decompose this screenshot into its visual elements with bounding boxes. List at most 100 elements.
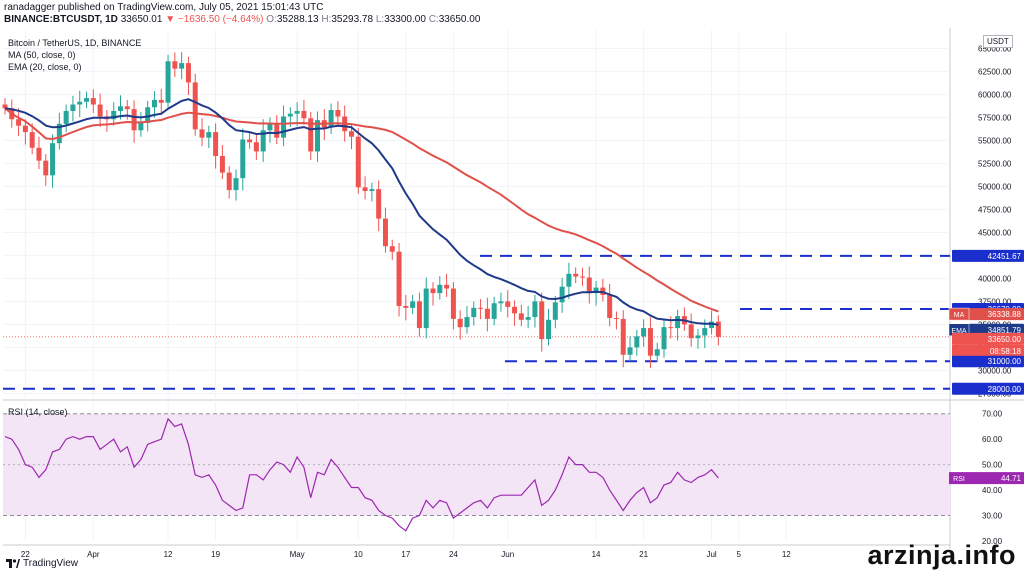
candle-body [634, 336, 640, 348]
tradingview-label: TradingView [23, 558, 79, 569]
price-tick-label: 37500.00 [978, 297, 1012, 306]
x-tick-label: 19 [211, 550, 220, 559]
candle-body [654, 349, 660, 356]
candle-body [70, 104, 76, 111]
symbol-label: BINANCE:BTCUSDT, 1D [4, 14, 118, 25]
candle-body [382, 218, 388, 247]
x-tick-label: 21 [639, 550, 648, 559]
candle-body [416, 301, 422, 329]
ema-tag [952, 323, 1024, 336]
x-tick-label: Apr [87, 550, 100, 559]
candle-body [111, 110, 117, 120]
candle-body [308, 118, 314, 152]
candle-body [260, 130, 266, 152]
candle-body [36, 147, 42, 161]
candle-body [471, 307, 477, 318]
ma-prefix-label: MA [954, 312, 965, 319]
x-tick-label: 24 [449, 550, 458, 559]
candle-body [518, 313, 524, 320]
candle-body [301, 110, 307, 119]
candle-body [709, 321, 715, 329]
x-tick-label: 14 [592, 550, 601, 559]
candle-body [702, 328, 708, 336]
candle-body [281, 116, 287, 138]
legend-ema: EMA (20, close, 0) [8, 62, 82, 72]
level-tag [952, 249, 1024, 262]
level-tag-label: 42451.67 [988, 252, 1022, 261]
candle-body [552, 302, 558, 320]
rsi-prefix [949, 472, 969, 485]
candle-body [627, 347, 633, 355]
price-tick-label: 45000.00 [978, 228, 1012, 237]
currency-badge: USDT [983, 35, 1013, 48]
candle-body [607, 294, 613, 318]
candle-body [165, 61, 171, 103]
candle-body [505, 301, 511, 307]
level-tag-label: 31000.00 [988, 357, 1022, 366]
rsi-tick-label: 20.00 [982, 537, 1003, 546]
price-change: −1636.50 (−4.64%) [177, 14, 264, 25]
candle-body [29, 132, 35, 148]
x-tick-label: 10 [354, 550, 363, 559]
candle-body [579, 276, 585, 278]
close-value: 33650.00 [438, 14, 481, 25]
legend-title: Bitcoin / TetherUS, 1D, BINANCE [8, 38, 142, 48]
candle-body [491, 303, 497, 319]
price-tick-label: 47500.00 [978, 205, 1012, 214]
publish-info: ranadagger published on TradingView.com,… [4, 2, 324, 13]
candle-body [335, 110, 341, 117]
watermark: arzinja.info [867, 540, 1016, 570]
open-label: O: [266, 14, 277, 25]
rsi-tag [969, 472, 1024, 485]
candle-body [77, 101, 83, 105]
ma-prefix [948, 307, 970, 321]
high-value: 35293.78 [331, 14, 374, 25]
candle-body [410, 301, 416, 308]
candle-body [403, 306, 409, 308]
candle-body [437, 284, 443, 294]
price-tick-label: 60000.00 [978, 90, 1012, 99]
x-tick-label: 12 [164, 550, 173, 559]
candle-body [647, 328, 653, 356]
candle-body [573, 273, 579, 277]
candle-body [179, 63, 185, 69]
ema-tag-label: 34851.79 [988, 326, 1022, 335]
candle-body [56, 123, 62, 144]
price-tick-label: 55000.00 [978, 136, 1012, 145]
candle-body [172, 61, 178, 69]
candle-body [240, 139, 246, 179]
timer-label: 08:58:18 [990, 347, 1022, 356]
price-tick-label: 62500.00 [978, 67, 1012, 76]
candle-body [131, 109, 137, 131]
candle-body [430, 288, 436, 294]
candle-body [512, 306, 518, 314]
candle-body [22, 125, 28, 133]
low-label: L: [375, 14, 385, 25]
candle-body [355, 136, 361, 188]
candle-body [389, 246, 395, 252]
candle-body [226, 172, 232, 191]
chart-legend: Bitcoin / TetherUS, 1D, BINANCE MA (50, … [8, 37, 141, 73]
candle-body [199, 129, 205, 138]
candle-body [478, 307, 484, 309]
candle-body [192, 82, 198, 130]
candle-body [138, 122, 144, 131]
last-price-tag-label: 33650.00 [988, 335, 1022, 344]
candle-body [715, 321, 721, 337]
candle-body [559, 286, 565, 303]
candle-body [539, 301, 545, 340]
candle-body [219, 156, 225, 173]
candle-body [16, 119, 22, 126]
candle-body [566, 273, 572, 287]
level-tag [952, 382, 1024, 395]
candle-body [484, 308, 490, 319]
price-tick-label: 30000.00 [978, 366, 1012, 375]
candle-body [641, 328, 647, 337]
candle-body [668, 327, 674, 329]
level-tag-label: 28000.00 [988, 385, 1022, 394]
ohlc-header: BINANCE:BTCUSDT, 1D 33650.01 ▼ −1636.50 … [4, 14, 480, 25]
open-value: 35288.13 [276, 14, 319, 25]
x-tick-label: Jun [501, 550, 514, 559]
